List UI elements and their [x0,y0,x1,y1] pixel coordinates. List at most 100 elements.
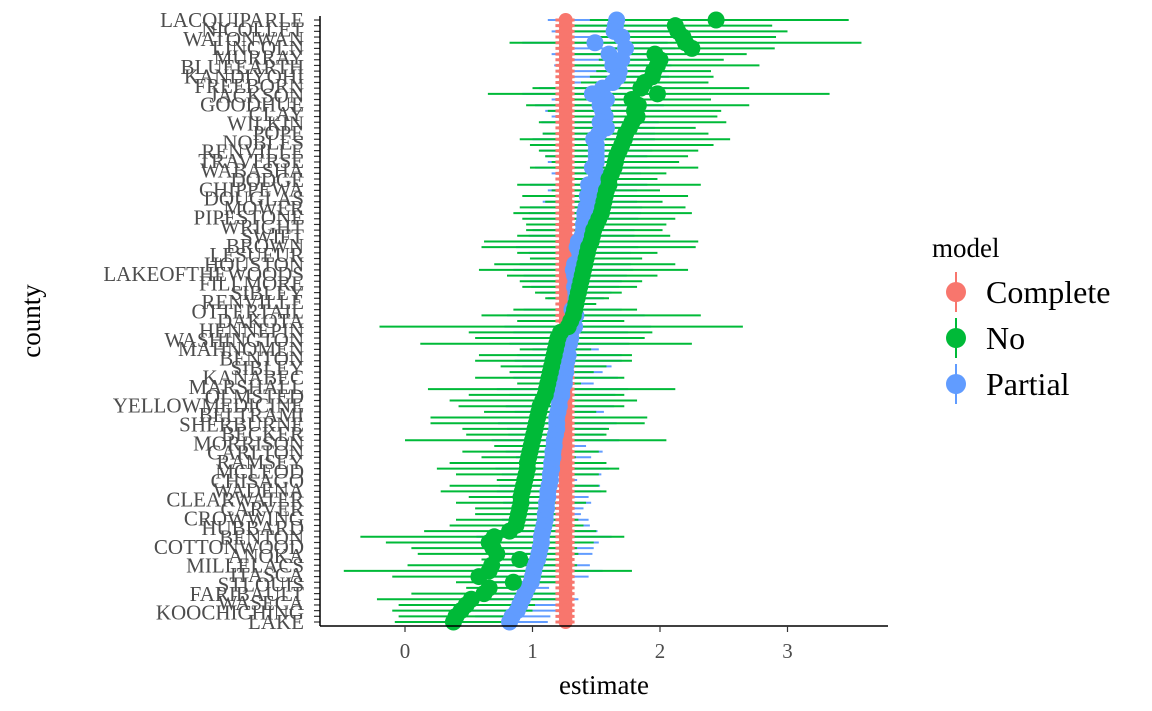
county-label: WASHINGTON [164,328,304,352]
county-label: CHIPPEWA [199,177,305,201]
county-label: WATONWAN [183,27,304,51]
no-pooling-point [511,551,529,569]
county-label: FILLMORE [199,271,304,295]
county-label: BROWN [226,234,304,258]
county-label: WABASHA [200,159,305,183]
no-pooling-point [707,11,725,29]
county-label: WRIGHT [220,215,304,239]
partial-point [586,34,604,52]
county-label: CHISAGO [211,469,304,493]
x-tick-label: 3 [782,639,793,663]
x-tick-label: 1 [527,639,538,663]
complete-point [558,615,573,629]
no-pooling-point [683,39,701,57]
legend-label: Partial [986,366,1070,402]
county-label: JACKSON [209,83,304,107]
county-label: CLAY [249,102,304,126]
county-label: ANOKA [228,544,305,568]
county-label: LACQUIPARLE [160,8,304,32]
county-label: FARIBAULT [190,582,305,606]
no-pooling-point [470,568,488,586]
county-label: HOUSTON [204,253,304,277]
no-pooling-point [504,573,522,591]
county-label: CLEARWATER [166,488,304,512]
points [444,11,725,631]
county-label: BECKER [221,422,304,446]
county-label: LAKEOFTHEWOODS [103,262,304,286]
county-label: NOBLES [222,130,304,154]
no-pooling-point [648,85,666,103]
x-tick-label: 2 [655,639,666,663]
no-pooling-point [632,79,650,97]
county-label: ITASCA [230,563,305,587]
county-tick-labels: LACQUIPARLENICOLLETWATONWANLINCOLNMURRAY… [103,8,320,634]
county-label: GOODHUE [200,93,304,117]
legend: model Complete No Partial [932,233,1110,404]
county-label: BELTRAMI [199,403,304,427]
county-label: MILLELACS [186,554,304,578]
county-label: NICOLLET [201,17,304,41]
legend-label: Complete [986,274,1110,310]
county-label: YELLOWMEDICINE [113,394,304,418]
county-label: MORRISON [193,431,304,455]
county-label: HENNEPIN [199,318,304,342]
county-label: DAKOTA [217,309,305,333]
no-pooling-point [444,613,462,631]
county-label: SIBLEY [231,356,305,380]
legend-items: Complete No Partial [946,272,1110,404]
county-label: WASECA [218,591,305,615]
county-label: STLOUIS [218,572,304,596]
county-label: CARVER [221,497,305,521]
county-label: LAKE [248,610,304,634]
county-label: COTTONWOOD [154,535,304,559]
legend-key-point [946,374,966,394]
county-label: KOOCHICHING [156,601,304,625]
county-label: CARLTON [207,441,304,465]
legend-key-point [946,282,966,302]
county-label: HUBBARD [201,516,304,540]
legend-item-partial: Partial [946,364,1070,404]
x-axis-ticks: 0 1 2 3 [400,626,793,663]
county-label: MARSHALL [188,375,304,399]
county-label: WILKIN [227,111,304,135]
county-label: SWIFT [241,224,304,248]
county-label: TRAVERSE [198,149,304,173]
legend-item-complete: Complete [946,272,1110,312]
county-label: OLMSTED [205,384,304,408]
county-label: BLUEEARTH [180,55,304,79]
no-pooling-point [475,585,493,603]
legend-item-no: No [946,318,1025,358]
x-axis-title: estimate [559,670,649,700]
county-label: POPE [253,121,304,145]
county-label: SHERBURNE [179,412,304,436]
county-label: RENVILLE [201,290,304,314]
county-label: OTTERTAIL [191,300,304,324]
y-axis-title: county [16,284,46,358]
county-label: BENTON [219,525,304,549]
legend-title: model [932,233,1000,263]
county-label: CROWWING [184,507,304,531]
county-label: FREEBORN [194,74,304,98]
county-label: MOWER [224,196,305,220]
county-label: KANABEC [202,365,304,389]
legend-key-point [946,328,966,348]
county-label: BENTON [219,347,304,371]
county-label: KANDIYOHI [184,64,304,88]
county-label: DODGE [231,168,305,192]
partial-point [501,613,519,631]
county-label: MURRAY [214,46,304,70]
county-label: MCLEOD [215,460,304,484]
county-label: SIBLEY [231,281,305,305]
county-label: PIPESTONE [194,206,304,230]
no-pooling-point [501,522,519,540]
county-label: RENVILLE [201,140,304,164]
county-label: LINCOLN [212,36,304,60]
county-label: RAMSEY [216,450,304,474]
county-label: WADENA [213,478,305,502]
legend-label: No [986,320,1025,356]
county-label: LESUEUR [210,243,305,267]
x-tick-label: 0 [400,639,411,663]
county-label: MAHNOMEN [178,337,304,361]
county-label: DOUGLAS [204,187,304,211]
